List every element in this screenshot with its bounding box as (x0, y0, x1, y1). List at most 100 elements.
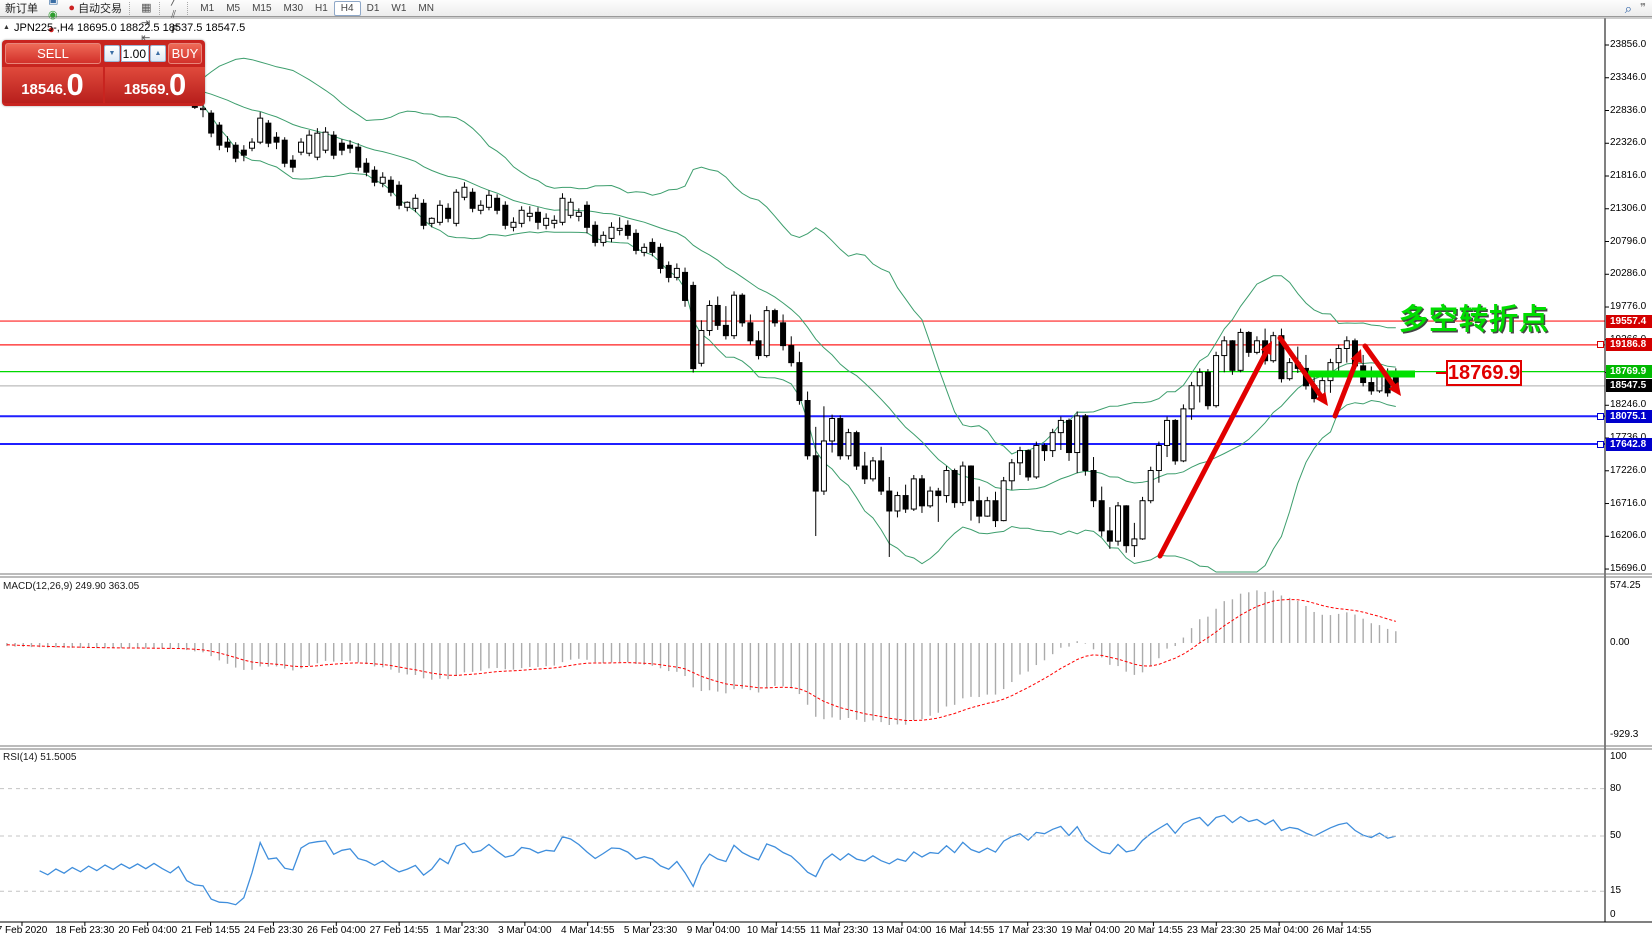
new-order-button[interactable]: 新订单 (5, 3, 38, 15)
terminal-icon[interactable]: ▣ (48, 0, 59, 6)
sell-price-main: 18546 (21, 80, 63, 98)
timeframe-mn[interactable]: MN (418, 2, 434, 14)
price-axis-label: 20796.0 (1610, 235, 1647, 247)
macd-axis-label: -929.3 (1610, 729, 1639, 741)
tile-windows-icon[interactable]: ▦ (141, 1, 152, 14)
trend-arrow[interactable] (1277, 335, 1324, 398)
candle-body (559, 197, 566, 223)
chart-shift-icon[interactable]: ⇤ (141, 31, 151, 44)
bull-bear-turning-point-annotation[interactable]: 多空转折点 (1399, 304, 1550, 336)
trend-arrow[interactable] (1332, 358, 1359, 419)
candle-body (1204, 371, 1211, 407)
channel-icon[interactable]: ⫽ (171, 9, 176, 21)
toolbar-separator (159, 1, 164, 15)
time-axis-label: 18 Feb 23:30 (55, 925, 115, 936)
chat-icon[interactable]: ❞ (1640, 1, 1646, 14)
search-icon[interactable]: ⌕ (1624, 0, 1633, 16)
buy-button[interactable]: BUY (168, 43, 202, 64)
candle-body (314, 132, 321, 158)
volume-input[interactable] (121, 45, 149, 62)
price-axis-label: 16716.0 (1610, 497, 1647, 509)
candle-body (673, 267, 680, 278)
candle-body (682, 271, 689, 301)
candle-body (845, 432, 852, 457)
candle-body (1253, 340, 1260, 353)
candle-body (731, 294, 738, 337)
price-axis-label: 15696.0 (1610, 563, 1647, 575)
candle-body (347, 144, 354, 149)
sell-button[interactable]: SELL (5, 43, 101, 64)
autotrade-status-icon[interactable]: ● (48, 24, 55, 36)
autotrading-button[interactable]: ● 自动交易 (68, 1, 123, 16)
candle-body (935, 490, 942, 497)
candle-body (1147, 470, 1154, 502)
candle-body (355, 146, 362, 168)
signals-icon[interactable]: ◉ (48, 9, 58, 21)
one-click-trade-panel: SELL ▼ ▲ BUY 18546.0 18569.0 (2, 40, 205, 106)
price-axis-label: 23346.0 (1610, 71, 1647, 83)
candle-body (518, 209, 525, 224)
price-axis-label: 18246.0 (1610, 399, 1647, 411)
candle-body (1213, 355, 1220, 407)
price-axis-label: 23856.0 (1610, 39, 1647, 50)
candle-body (1343, 340, 1350, 350)
volume-increase-button[interactable]: ▲ (150, 45, 166, 62)
candle-body (951, 470, 958, 504)
time-axis-label: 7 Feb 2020 (0, 925, 48, 936)
candle-body (837, 418, 844, 457)
trend-arrowhead (1350, 349, 1362, 364)
timeframe-m15[interactable]: M15 (252, 2, 272, 14)
rsi-value: 51.5005 (40, 752, 77, 763)
timeframe-h4[interactable]: H4 (333, 0, 361, 16)
candle-body (1278, 335, 1285, 380)
price-callout-box[interactable]: 18769.9 (1446, 360, 1522, 386)
time-axis-label: 11 Mar 23:30 (810, 925, 869, 936)
volume-decrease-button[interactable]: ▼ (104, 45, 120, 62)
candle-body (796, 362, 803, 402)
chart-canvas[interactable] (0, 17, 1652, 940)
candle-body (616, 227, 623, 231)
candle-body (853, 432, 860, 467)
candle-body (1376, 374, 1383, 392)
timeframe-d1[interactable]: D1 (366, 2, 380, 14)
timeframe-m30[interactable]: M30 (283, 2, 303, 14)
fibonacci-icon[interactable]: 𝙁 (171, 24, 179, 36)
sell-price-button[interactable]: 18546. 0 (2, 67, 103, 103)
candle-body (1245, 331, 1252, 353)
candle-body (649, 241, 656, 253)
line-anchor-handle[interactable] (1597, 341, 1604, 349)
candle-body (861, 465, 868, 480)
candle-body (240, 149, 247, 156)
trendline-icon[interactable]: ╱ (171, 0, 178, 6)
price-badge: 18769.9 (1606, 365, 1652, 379)
timeframe-m1[interactable]: M1 (200, 2, 215, 14)
buy-price-button[interactable]: 18569. 0 (105, 67, 205, 103)
line-anchor-handle[interactable] (1597, 412, 1604, 420)
candle-body (306, 134, 313, 154)
auto-scroll-icon[interactable]: ⇥ (141, 16, 151, 29)
candle-body (1368, 382, 1375, 392)
macd-main-value: 249.90 (75, 581, 106, 592)
candle-body (216, 124, 223, 146)
price-badge: 18547.5 (1606, 379, 1652, 393)
candle-body (298, 141, 305, 153)
candle-body (755, 340, 762, 357)
candle-body (379, 176, 386, 184)
candle-body (1033, 444, 1040, 478)
timeframe-w1[interactable]: W1 (391, 2, 407, 14)
candle-body (992, 500, 999, 522)
trend-arrow[interactable] (1157, 350, 1269, 559)
trend-arrow[interactable] (1362, 343, 1396, 388)
candle-body (1188, 385, 1195, 410)
candle-body (273, 136, 280, 143)
price-badge: 19557.4 (1606, 314, 1652, 328)
candle-body (1155, 444, 1162, 472)
time-axis-label: 26 Mar 14:55 (1312, 925, 1372, 936)
collapse-arrow-icon[interactable]: ▲ (3, 24, 10, 31)
line-anchor-handle[interactable] (1597, 440, 1604, 448)
candle-body (200, 107, 206, 111)
candle-body (1131, 538, 1138, 547)
candle-body (453, 191, 460, 224)
timeframe-h1[interactable]: H1 (315, 2, 328, 14)
timeframe-m5[interactable]: M5 (226, 2, 241, 14)
